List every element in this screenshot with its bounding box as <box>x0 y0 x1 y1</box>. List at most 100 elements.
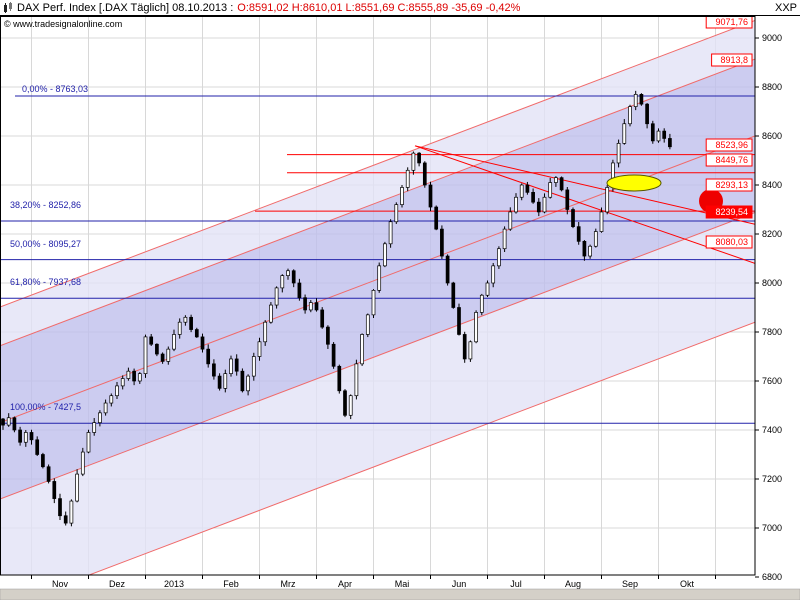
price-label[interactable]: 8080,03 <box>705 235 753 249</box>
candle-body <box>656 130 661 142</box>
candle-body <box>177 321 182 335</box>
candle-body <box>383 243 387 267</box>
price-label-text: 8449,76 <box>715 155 748 165</box>
candle-body <box>160 353 165 362</box>
price-label-box <box>705 235 753 249</box>
candle-body <box>428 184 433 208</box>
fibonacci-label: 50,00% - 8095,27 <box>10 239 81 249</box>
y-axis-label: 8400 <box>762 180 782 190</box>
candle-body <box>559 177 564 191</box>
candle-body <box>52 481 57 499</box>
candle-body <box>41 454 45 468</box>
candle-body <box>582 241 587 257</box>
candle-body <box>86 432 91 453</box>
candle-body <box>206 348 211 365</box>
candle-body <box>451 282 456 308</box>
candle-body <box>297 282 302 299</box>
candle-body <box>508 211 513 230</box>
chart-title-bar: DAX Perf. Index [.DAX Täglich] 08.10.201… <box>0 0 800 16</box>
channel-line[interactable] <box>0 211 755 500</box>
candle-body <box>348 395 353 416</box>
candle-body <box>251 356 256 377</box>
price-label-box <box>705 205 753 219</box>
candle-body <box>92 422 97 433</box>
candle-body <box>286 270 290 277</box>
candle-body <box>172 334 176 350</box>
candle-body <box>189 316 193 330</box>
y-axis-label: 7800 <box>762 327 782 337</box>
candle-body <box>326 326 330 345</box>
candle-body <box>645 103 649 125</box>
channel-line[interactable] <box>0 321 755 600</box>
candle-body <box>668 138 672 148</box>
plot-area <box>0 16 755 600</box>
candle-body <box>343 390 347 416</box>
x-axis-label: Aug <box>565 579 581 589</box>
price-label[interactable]: 8913,8 <box>711 53 753 67</box>
candle-body <box>314 302 319 311</box>
candle-body <box>593 231 598 247</box>
declining-trendline[interactable] <box>414 145 755 264</box>
candle-body <box>622 123 627 144</box>
copyright-text: © www.tradesignalonline.com <box>4 19 123 29</box>
candle-body <box>462 334 467 360</box>
bottom-scrollbar-area[interactable] <box>0 588 800 600</box>
candle-body <box>417 152 421 164</box>
price-label-box <box>711 53 753 67</box>
candle-body <box>388 221 393 245</box>
candle-body <box>143 336 148 374</box>
candle-body <box>246 375 250 392</box>
channel-band <box>0 212 755 575</box>
price-label[interactable]: 8239,54 <box>705 205 753 219</box>
candle-body <box>394 204 399 223</box>
candle-body <box>263 321 268 343</box>
candle-body <box>354 363 359 397</box>
candle-body <box>115 385 119 397</box>
candle-body <box>200 336 205 350</box>
candle-body <box>411 152 416 171</box>
x-axis-label: Dez <box>109 579 126 589</box>
candle-body <box>548 182 553 198</box>
y-axis-label: 8800 <box>762 82 782 92</box>
candle-body <box>29 432 34 441</box>
declining-trendline[interactable] <box>414 145 755 225</box>
candle-body <box>536 201 541 213</box>
y-axis-label: 7200 <box>762 474 782 484</box>
instrument-icon <box>3 2 13 13</box>
candle-body <box>234 358 239 372</box>
x-axis-label: Sep <box>622 579 638 589</box>
candle-body <box>365 314 370 335</box>
price-label-text: 8913,8 <box>720 55 748 65</box>
highlight-ellipse[interactable] <box>606 174 662 192</box>
candle-body <box>400 187 404 205</box>
price-label[interactable]: 9071,76 <box>705 15 753 29</box>
candle-body <box>149 336 154 345</box>
x-axis-label: Feb <box>223 579 239 589</box>
candle-body <box>6 417 11 426</box>
candle-body <box>320 309 325 328</box>
candle-body <box>468 341 473 360</box>
ohlc-readout: O:8591,02 H:8610,01 L:8551,69 C:8555,89 … <box>237 1 521 14</box>
fibonacci-label: 61,80% - 7937,68 <box>10 277 81 287</box>
candle-body <box>137 373 142 382</box>
y-axis-label: 7000 <box>762 523 782 533</box>
candle-body <box>554 177 558 183</box>
y-axis-label: 7600 <box>762 376 782 386</box>
candle-body <box>194 329 199 338</box>
candle-body <box>166 348 171 362</box>
price-label[interactable]: 8449,76 <box>705 153 753 167</box>
candle-body <box>337 365 342 392</box>
y-axis-label: 7400 <box>762 425 782 435</box>
candle-body <box>519 184 524 198</box>
price-label[interactable]: 8293,13 <box>705 178 753 192</box>
candle-body <box>331 343 336 367</box>
price-label[interactable]: 8523,96 <box>705 138 753 152</box>
candle-body <box>23 432 28 443</box>
x-axis-label: Apr <box>338 579 352 589</box>
candle-body <box>212 363 216 377</box>
candle-body <box>280 275 285 289</box>
candle-body <box>109 395 114 404</box>
candle-body <box>155 343 159 355</box>
